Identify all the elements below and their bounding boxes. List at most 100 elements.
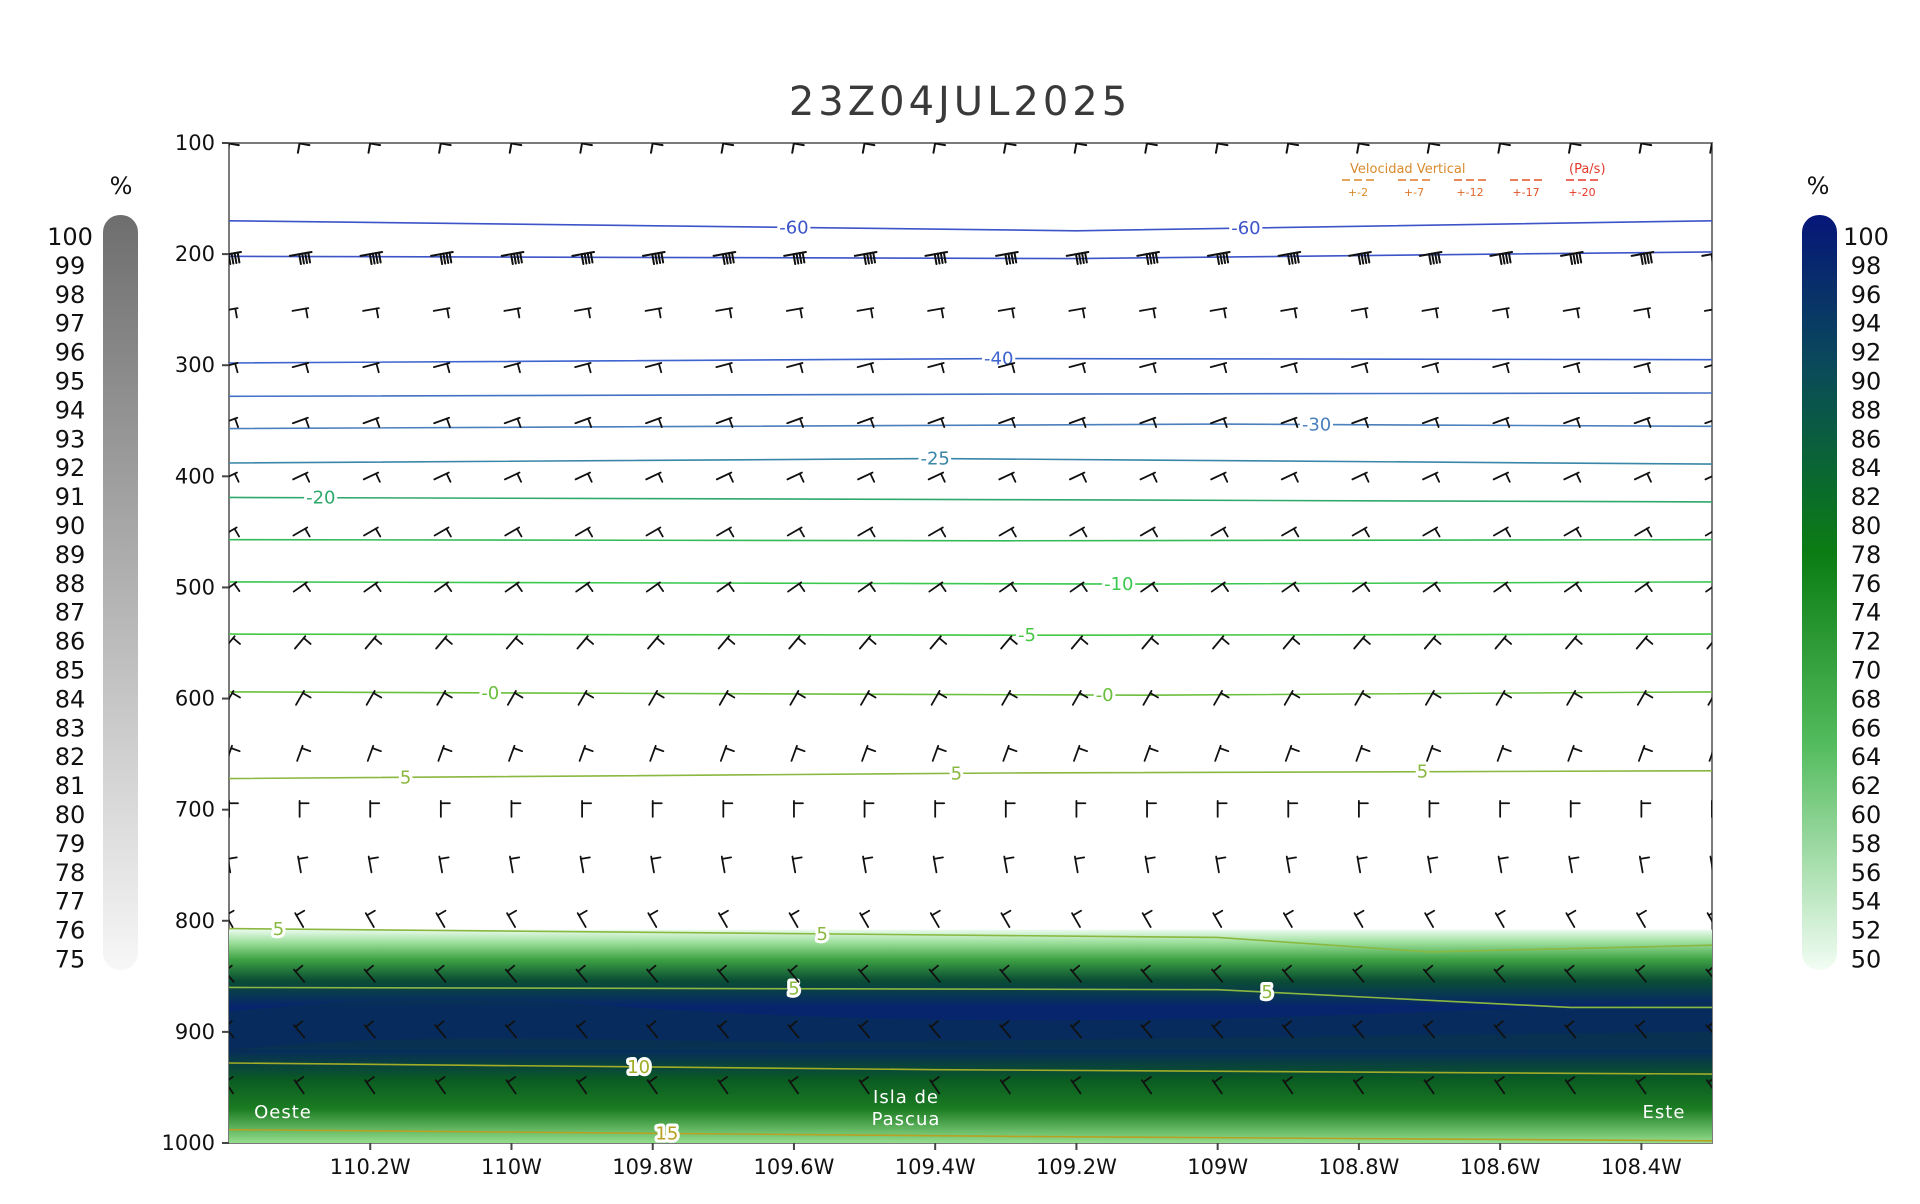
wind-barb (229, 635, 241, 645)
wind-barb (1141, 909, 1153, 928)
wind-barb-shaft (1356, 143, 1360, 154)
wind-barb-feather (730, 251, 735, 264)
wind-barb-feather (1636, 964, 1646, 973)
left-colorbar-label: 76 (55, 917, 86, 945)
wind-barb-feather (869, 472, 876, 483)
wind-barb-feather (1572, 747, 1583, 753)
wind-barb-feather (1078, 692, 1089, 699)
wind-barb-feather (435, 1020, 445, 1028)
wind-barb-shaft (1426, 143, 1431, 154)
wind-barb (435, 909, 447, 928)
wind-barb-feather (1576, 362, 1581, 374)
wind-barb-feather (725, 134, 735, 136)
wind-barb-feather (1721, 253, 1723, 263)
wind-barb (1562, 307, 1581, 319)
wind-barb (719, 744, 735, 762)
wind-barb (1139, 416, 1158, 428)
wind-barb (1144, 143, 1158, 154)
wind-barb (229, 471, 240, 483)
wind-barb (1141, 1076, 1153, 1095)
wind-barb-feather (233, 252, 238, 264)
wind-barb (1560, 251, 1584, 266)
wind-barb-feather (583, 747, 594, 753)
wind-barb-feather (718, 1076, 728, 1084)
wind-barb-feather (1639, 253, 1644, 266)
wind-barb (1704, 419, 1721, 427)
wind-barb (574, 471, 593, 483)
wind-barb-feather (1715, 693, 1723, 698)
wind-barb (856, 307, 875, 319)
wind-barb (438, 855, 450, 874)
right-colorbar-label: 86 (1851, 425, 1882, 453)
wind-barb-feather (1643, 134, 1653, 136)
wind-barb-feather (1505, 307, 1509, 319)
wind-barb-feather (1575, 417, 1581, 428)
wind-barb (1139, 471, 1158, 483)
wind-barb-feather (936, 747, 947, 753)
wind-barb-feather (506, 964, 516, 973)
wind-barb-feather (1432, 637, 1442, 645)
wind-barb-feather (788, 1020, 798, 1028)
wind-barb-feather (1080, 582, 1088, 593)
wind-barb-feather (309, 143, 311, 144)
wind-barb-feather (1718, 419, 1721, 427)
wind-barb-feather (724, 137, 734, 139)
wind-barb (647, 635, 665, 650)
wind-barb (1418, 251, 1443, 266)
wind-barb-feather (1646, 527, 1653, 538)
wind-barb-feather (874, 143, 876, 144)
wind-barb-feather (234, 417, 239, 428)
wind-barb (229, 856, 238, 874)
wind-barb (927, 471, 946, 483)
wind-barb (574, 362, 592, 374)
wind-barb-feather (1433, 582, 1441, 593)
wind-barb (291, 362, 310, 374)
wind-barb (1209, 362, 1228, 374)
wind-barb (715, 362, 733, 374)
wind-barb-feather (1215, 856, 1227, 860)
wind-barb (510, 799, 522, 818)
wind-barb (504, 581, 523, 593)
wind-barb (1069, 526, 1088, 538)
wind-barb-feather (1642, 252, 1647, 265)
wind-barb-feather (647, 964, 657, 973)
wind-barb-feather (1504, 252, 1509, 264)
wind-barb-feather (662, 143, 664, 144)
wind-barb (1493, 1020, 1506, 1039)
wind-barb-shaft (1638, 143, 1643, 154)
wind-barb (641, 251, 666, 266)
wind-barb-shaft (861, 143, 866, 154)
wind-barb (1210, 471, 1229, 483)
wind-barb-feather (1289, 747, 1300, 753)
wind-barb-feather (1505, 472, 1511, 483)
wind-barb-feather (868, 582, 876, 593)
wind-barb (505, 1076, 517, 1095)
wind-barb (1495, 690, 1513, 706)
wind-barb-feather (1295, 251, 1300, 264)
contour-label: -0 (1096, 685, 1114, 706)
right-colorbar-label: 100 (1843, 223, 1889, 251)
wind-barb-feather (304, 417, 310, 428)
wind-barb (229, 1020, 235, 1039)
wind-barb-feather (375, 417, 381, 428)
wind-barb (1211, 1020, 1224, 1039)
wind-barb (1634, 964, 1647, 983)
wind-barb (717, 635, 736, 650)
wind-barb-feather (305, 307, 309, 319)
wind-barb-feather (1072, 909, 1082, 917)
contour-label: 15 (655, 1123, 678, 1144)
wind-barb-feather (581, 143, 593, 147)
wind-barb (229, 744, 241, 757)
wind-barb-feather (585, 637, 595, 645)
wind-barb-feather (1501, 747, 1512, 753)
contour-label: 5 (951, 763, 962, 784)
wind-barb-feather (1081, 527, 1088, 538)
wind-barb-feather (1575, 582, 1583, 593)
wind-barb-feather (516, 362, 521, 374)
wind-barb-shaft (1708, 751, 1712, 762)
vertical-velocity-title: Velocidad Vertical (1350, 162, 1465, 177)
right-colorbar-label: 78 (1851, 541, 1882, 569)
wind-barb-feather (1145, 253, 1150, 266)
wind-barb (790, 744, 806, 762)
